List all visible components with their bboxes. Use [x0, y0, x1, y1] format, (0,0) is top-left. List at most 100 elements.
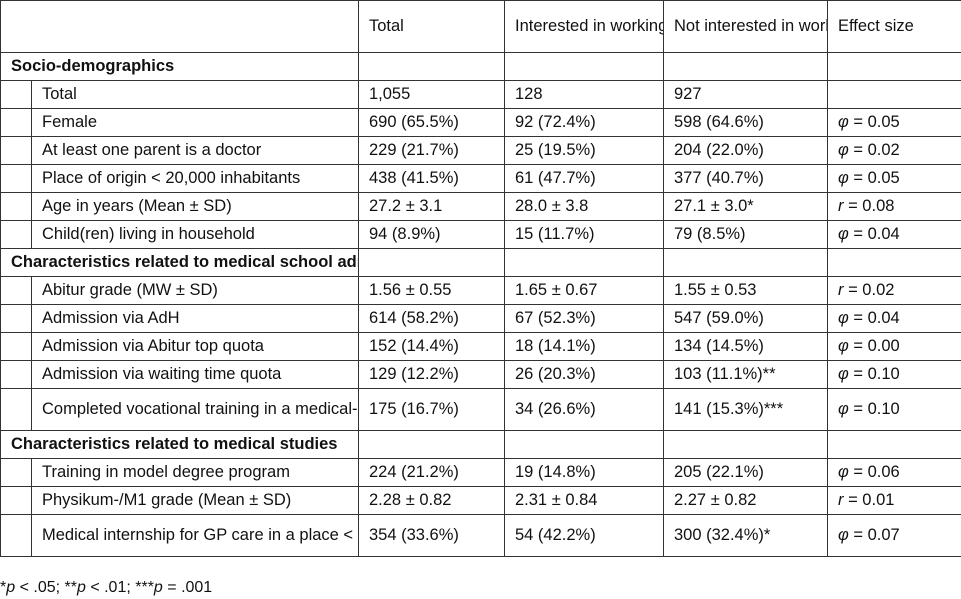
table-row: Medical internship for GP care in a plac… — [0, 514, 961, 557]
table-row: Admission via Abitur top quota 152 (14.4%… — [0, 332, 961, 361]
section-header-row: Characteristics related to medical studi… — [0, 430, 961, 459]
table-row: At least one parent is a doctor 229 (21.7… — [0, 136, 961, 165]
effect-size-cell — [827, 80, 961, 109]
total-cell: 1,055 — [358, 80, 505, 109]
section-empty-cell — [358, 430, 505, 459]
row-label: Physikum-/M1 grade (Mean ± SD) — [31, 486, 359, 515]
interested-cell: 26 (20.3%) — [504, 360, 664, 389]
indent-cell — [0, 164, 32, 193]
effect-size-cell: φ = 0.04 — [827, 304, 961, 333]
indent-cell — [0, 136, 32, 165]
indent-cell — [0, 304, 32, 333]
section-empty-cell — [504, 430, 664, 459]
section-empty-cell — [663, 52, 828, 81]
table-row: Place of origin < 20,000 inhabitants 438 … — [0, 164, 961, 193]
row-label: Admission via AdH — [31, 304, 359, 333]
row-label: Place of origin < 20,000 inhabitants — [31, 164, 359, 193]
effect-size-cell: r = 0.08 — [827, 192, 961, 221]
interested-cell: 15 (11.7%) — [504, 220, 664, 249]
section-header-row: Characteristics related to medical schoo… — [0, 248, 961, 277]
row-label: Abitur grade (MW ± SD) — [31, 276, 359, 305]
not-interested-cell: 79 (8.5%) — [663, 220, 828, 249]
section-header-row: Socio-demographics — [0, 52, 961, 81]
table-row: Age in years (Mean ± SD) 27.2 ± 3.1 28.0 ±… — [0, 192, 961, 221]
row-label: Admission via waiting time quota — [31, 360, 359, 389]
interested-cell: 61 (47.7%) — [504, 164, 664, 193]
row-label: Admission via Abitur top quota — [31, 332, 359, 361]
effect-size-cell: φ = 0.05 — [827, 164, 961, 193]
table-row: Physikum-/M1 grade (Mean ± SD) 2.28 ± 0.8… — [0, 486, 961, 515]
table-row: Completed vocational training in a medic… — [0, 388, 961, 431]
table-body: Total Interested in working as GP Not in… — [0, 0, 961, 557]
section-empty-cell — [827, 248, 961, 277]
effect-size-cell: φ = 0.07 — [827, 514, 961, 557]
table-row: Total 1,055 128 927 — [0, 80, 961, 109]
header-not-interested: Not interested in working as GP — [663, 0, 828, 53]
not-interested-cell: 598 (64.6%) — [663, 108, 828, 137]
not-interested-cell: 134 (14.5%) — [663, 332, 828, 361]
section-empty-cell — [827, 430, 961, 459]
total-cell: 229 (21.7%) — [358, 136, 505, 165]
effect-size-cell: r = 0.02 — [827, 276, 961, 305]
section-empty-cell — [827, 52, 961, 81]
indent-cell — [0, 108, 32, 137]
header-empty-cell — [0, 0, 359, 53]
interested-cell: 34 (26.6%) — [504, 388, 664, 431]
effect-size-cell: φ = 0.00 — [827, 332, 961, 361]
total-cell: 129 (12.2%) — [358, 360, 505, 389]
total-cell: 1.56 ± 0.55 — [358, 276, 505, 305]
indent-cell — [0, 332, 32, 361]
effect-size-cell: r = 0.01 — [827, 486, 961, 515]
not-interested-cell: 141 (15.3%)*** — [663, 388, 828, 431]
section-empty-cell — [663, 248, 828, 277]
total-cell: 152 (14.4%) — [358, 332, 505, 361]
row-label: Medical internship for GP care in a plac… — [31, 514, 359, 557]
row-label: Child(ren) living in household — [31, 220, 359, 249]
row-label: Training in model degree program — [31, 458, 359, 487]
not-interested-cell: 377 (40.7%) — [663, 164, 828, 193]
interested-cell: 19 (14.8%) — [504, 458, 664, 487]
table-row: Admission via AdH 614 (58.2%) 67 (52.3%) 54… — [0, 304, 961, 333]
row-label: Female — [31, 108, 359, 137]
not-interested-cell: 205 (22.1%) — [663, 458, 828, 487]
total-cell: 94 (8.9%) — [358, 220, 505, 249]
effect-size-cell: φ = 0.02 — [827, 136, 961, 165]
table-row: Admission via waiting time quota 129 (12.… — [0, 360, 961, 389]
interested-cell: 25 (19.5%) — [504, 136, 664, 165]
indent-cell — [0, 486, 32, 515]
total-cell: 27.2 ± 3.1 — [358, 192, 505, 221]
header-effect-size: Effect size — [827, 0, 961, 53]
row-label: Age in years (Mean ± SD) — [31, 192, 359, 221]
table-row: Female 690 (65.5%) 92 (72.4%) 598 (64.6%) φ … — [0, 108, 961, 137]
section-empty-cell — [358, 52, 505, 81]
interested-cell: 92 (72.4%) — [504, 108, 664, 137]
section-title: Socio-demographics — [0, 52, 359, 81]
not-interested-cell: 27.1 ± 3.0* — [663, 192, 828, 221]
footnote: *p < .05; **p < .01; ***p = .001 — [0, 579, 213, 596]
section-title: Characteristics related to medical schoo… — [0, 248, 359, 277]
indent-cell — [0, 276, 32, 305]
indent-cell — [0, 388, 32, 431]
effect-size-cell: φ = 0.10 — [827, 360, 961, 389]
section-empty-cell — [358, 248, 505, 277]
total-cell: 2.28 ± 0.82 — [358, 486, 505, 515]
effect-size-cell: φ = 0.10 — [827, 388, 961, 431]
not-interested-cell: 2.27 ± 0.82 — [663, 486, 828, 515]
indent-cell — [0, 360, 32, 389]
not-interested-cell: 204 (22.0%) — [663, 136, 828, 165]
interested-cell: 28.0 ± 3.8 — [504, 192, 664, 221]
header-total: Total — [358, 0, 505, 53]
not-interested-cell: 927 — [663, 80, 828, 109]
interested-cell: 18 (14.1%) — [504, 332, 664, 361]
indent-cell — [0, 220, 32, 249]
interested-cell: 67 (52.3%) — [504, 304, 664, 333]
indent-cell — [0, 514, 32, 557]
indent-cell — [0, 192, 32, 221]
not-interested-cell: 300 (32.4%)* — [663, 514, 828, 557]
total-cell: 614 (58.2%) — [358, 304, 505, 333]
total-cell: 175 (16.7%) — [358, 388, 505, 431]
interested-cell: 128 — [504, 80, 664, 109]
interested-cell: 1.65 ± 0.67 — [504, 276, 664, 305]
section-title: Characteristics related to medical studi… — [0, 430, 359, 459]
total-cell: 438 (41.5%) — [358, 164, 505, 193]
